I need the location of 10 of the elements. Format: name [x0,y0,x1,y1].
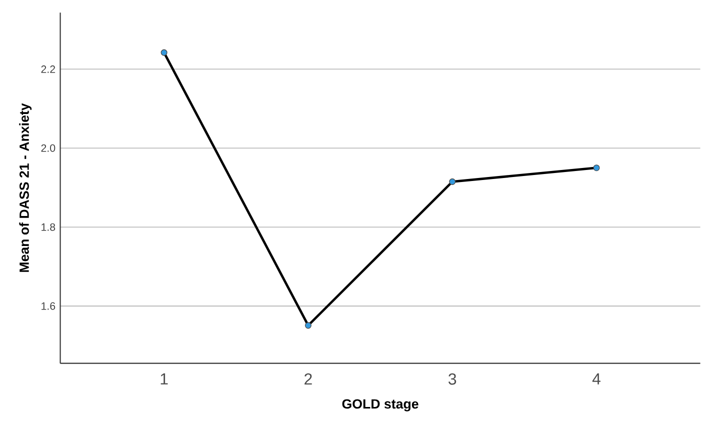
y-axis-title: Mean of DASS 21 - Anxiety [19,103,32,272]
y-tick-label: 1.6 [42,302,56,310]
y-tick-label: 1.8 [42,223,56,231]
x-tick-label: 2 [304,373,312,385]
x-axis-title: GOLD stage [342,399,418,412]
y-tick-label: 2.2 [41,65,56,73]
x-tick-label: 3 [448,373,456,385]
y-tick-label: 2.0 [41,144,56,152]
x-tick-label: 4 [592,373,600,384]
x-tick-label: 1 [160,373,168,384]
